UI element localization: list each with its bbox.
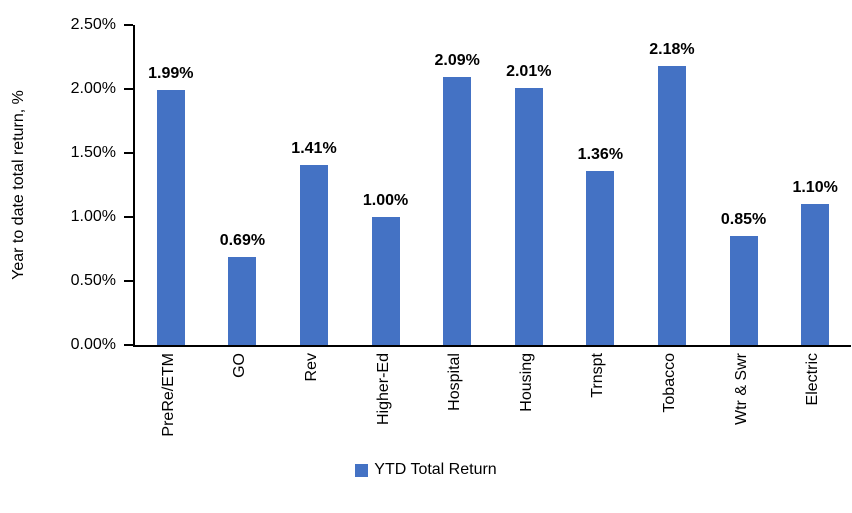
bar-column: 2.01% (493, 25, 565, 345)
bar-column: 1.36% (565, 25, 637, 345)
y-tick-label: 1.50% (70, 144, 116, 161)
bar-column: 1.99% (135, 25, 207, 345)
x-label-cell: Trnspt (563, 353, 635, 461)
bar-value-label: 1.36% (577, 145, 624, 163)
y-tick-mark (124, 280, 133, 282)
bar-column: 2.18% (636, 25, 708, 345)
x-tick-label: Wtr & Swr (732, 353, 750, 425)
x-tick-label: Hospital (446, 353, 464, 411)
bar-value-label: 0.69% (219, 231, 266, 249)
bar-value-label: 1.10% (792, 179, 838, 197)
x-label-cell: Hospital (419, 353, 491, 461)
x-tick-label: GO (231, 353, 249, 378)
bar-value-label: 1.00% (362, 192, 409, 209)
bar-column: 1.41% (278, 25, 350, 345)
bar-column: 1.10% (779, 25, 851, 345)
x-tick-label: Higher-Ed (374, 353, 392, 426)
legend-label: YTD Total Return (374, 461, 497, 478)
bar-column: 1.00% (350, 25, 422, 345)
x-label-cell: Higher-Ed (348, 353, 420, 461)
bar-value-label: 1.99% (148, 65, 194, 83)
y-tick-mark (124, 344, 133, 346)
bar: 2.18% (649, 41, 695, 345)
bar-value-label: 2.18% (649, 40, 695, 58)
x-label-cell: Tobacco (634, 353, 706, 461)
bar: 2.01% (506, 63, 551, 345)
y-tick-label: 1.00% (70, 208, 116, 225)
x-label-cell: PreRe/ETM (133, 353, 205, 461)
x-label-cell: Housing (491, 353, 563, 461)
x-label-cell: Wtr & Swr (706, 353, 778, 461)
x-axis-labels: PreRe/ETM GO Rev Higher-Ed Hospital Housing Tr… (133, 353, 849, 461)
x-tick-label: Trnspt (589, 353, 607, 398)
y-tick-mark (124, 24, 133, 26)
x-tick-label: Housing (517, 353, 535, 412)
bar: 0.85% (721, 211, 766, 345)
bar-value-label: 1.41% (291, 139, 337, 157)
plot-area: 1.99% 0.69% 1.41% 1.00% 2.09% 2.01% 1.36% 2.18%… (133, 25, 851, 347)
bar: 0.69% (220, 232, 265, 345)
bar-column: 2.09% (421, 25, 493, 345)
y-tick-mark (124, 88, 133, 90)
x-tick-label: PreRe/ETM (159, 353, 177, 437)
bar: 1.36% (578, 146, 623, 345)
bar: 1.00% (363, 192, 408, 345)
y-tick-label: 2.00% (70, 80, 116, 97)
y-tick-label: 2.50% (70, 16, 116, 33)
x-label-cell: Rev (276, 353, 348, 461)
x-label-cell: GO (205, 353, 277, 461)
legend: YTD Total Return (0, 461, 852, 479)
bar: 1.10% (792, 179, 838, 345)
bar: 1.99% (148, 65, 193, 345)
x-tick-label: Tobacco (660, 353, 678, 413)
bar-series: 1.99% 0.69% 1.41% 1.00% 2.09% 2.01% 1.36% 2.18%… (135, 25, 851, 345)
y-axis-title: Year to date total return, % (10, 90, 27, 280)
bar-column: 0.69% (207, 25, 279, 345)
x-label-cell: Electric (777, 353, 849, 461)
y-tick-label: 0.50% (70, 272, 116, 289)
y-tick-mark (124, 216, 133, 218)
y-tick-mark (124, 152, 133, 154)
bar: 1.41% (291, 140, 337, 345)
x-tick-label: Rev (302, 353, 320, 382)
bar-column: 0.85% (708, 25, 780, 345)
y-tick-label: 0.00% (70, 336, 116, 353)
bar-value-label: 2.09% (434, 52, 480, 70)
x-tick-label: Electric (804, 353, 822, 406)
legend-swatch (355, 463, 369, 477)
bar-value-label: 0.85% (720, 211, 767, 229)
bar-value-label: 2.01% (506, 62, 552, 80)
bar: 2.09% (434, 52, 480, 345)
